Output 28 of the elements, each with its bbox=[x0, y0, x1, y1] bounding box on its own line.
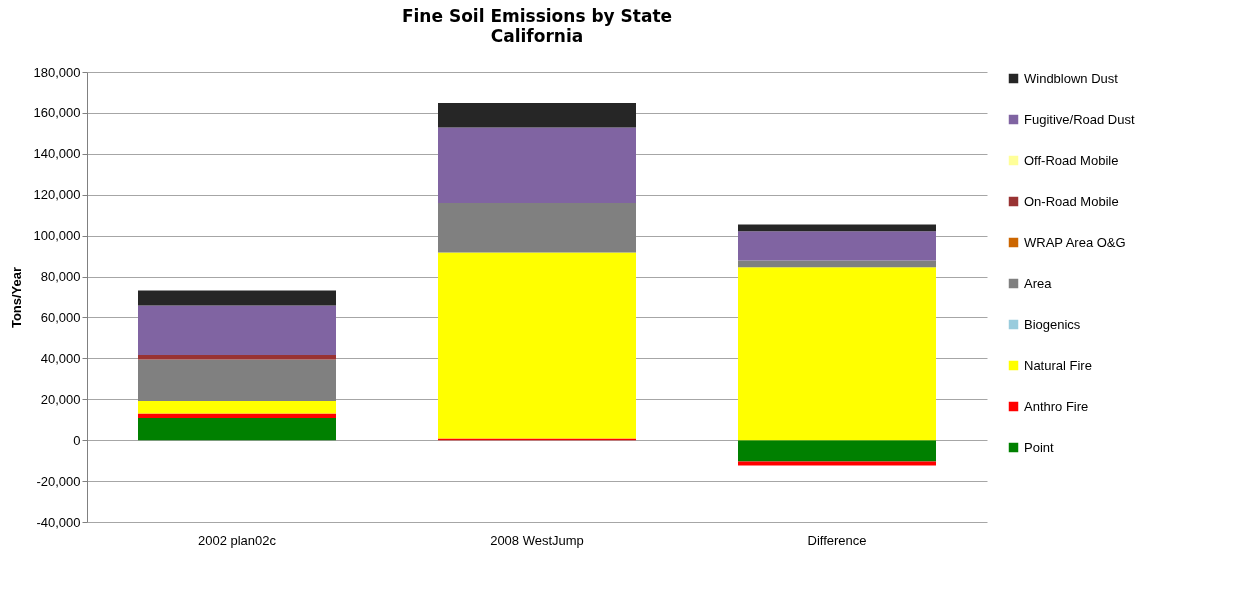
y-tick-label: -40,000 bbox=[36, 514, 81, 530]
y-axis-title: Tons/Year bbox=[8, 266, 24, 329]
legend-label: Area bbox=[1024, 275, 1053, 291]
y-tick-label: 0 bbox=[73, 432, 81, 448]
legend-label: Point bbox=[1024, 439, 1055, 455]
x-tick-label: 2008 WestJump bbox=[490, 532, 584, 548]
chart-title: Fine Soil Emissions by State bbox=[401, 6, 673, 26]
legend-label: WRAP Area O&G bbox=[1024, 234, 1126, 250]
legend-label: Off-Road Mobile bbox=[1024, 152, 1119, 168]
legend-label: Natural Fire bbox=[1024, 357, 1092, 373]
legend-label: Windblown Dust bbox=[1024, 70, 1119, 86]
chart-subtitle: California bbox=[490, 26, 584, 46]
y-tick-label: 40,000 bbox=[40, 350, 81, 366]
legend-label: Fugitive/Road Dust bbox=[1024, 111, 1135, 127]
legend-label: Anthro Fire bbox=[1024, 398, 1089, 414]
y-tick-label: 100,000 bbox=[33, 228, 81, 244]
y-tick-label: 20,000 bbox=[40, 391, 81, 407]
y-tick-label: 180,000 bbox=[33, 64, 81, 80]
y-tick-label: -20,000 bbox=[36, 473, 81, 489]
y-tick-label: 120,000 bbox=[33, 187, 81, 203]
y-tick-label: 80,000 bbox=[40, 269, 81, 285]
y-tick-label: 140,000 bbox=[33, 146, 81, 162]
legend-label: On-Road Mobile bbox=[1024, 193, 1119, 209]
y-tick-label: 160,000 bbox=[33, 105, 81, 121]
legend-label: Biogenics bbox=[1024, 316, 1081, 332]
x-tick-label: Difference bbox=[807, 532, 867, 548]
x-tick-label: 2002 plan02c bbox=[197, 532, 277, 548]
y-tick-label: 60,000 bbox=[40, 309, 81, 325]
